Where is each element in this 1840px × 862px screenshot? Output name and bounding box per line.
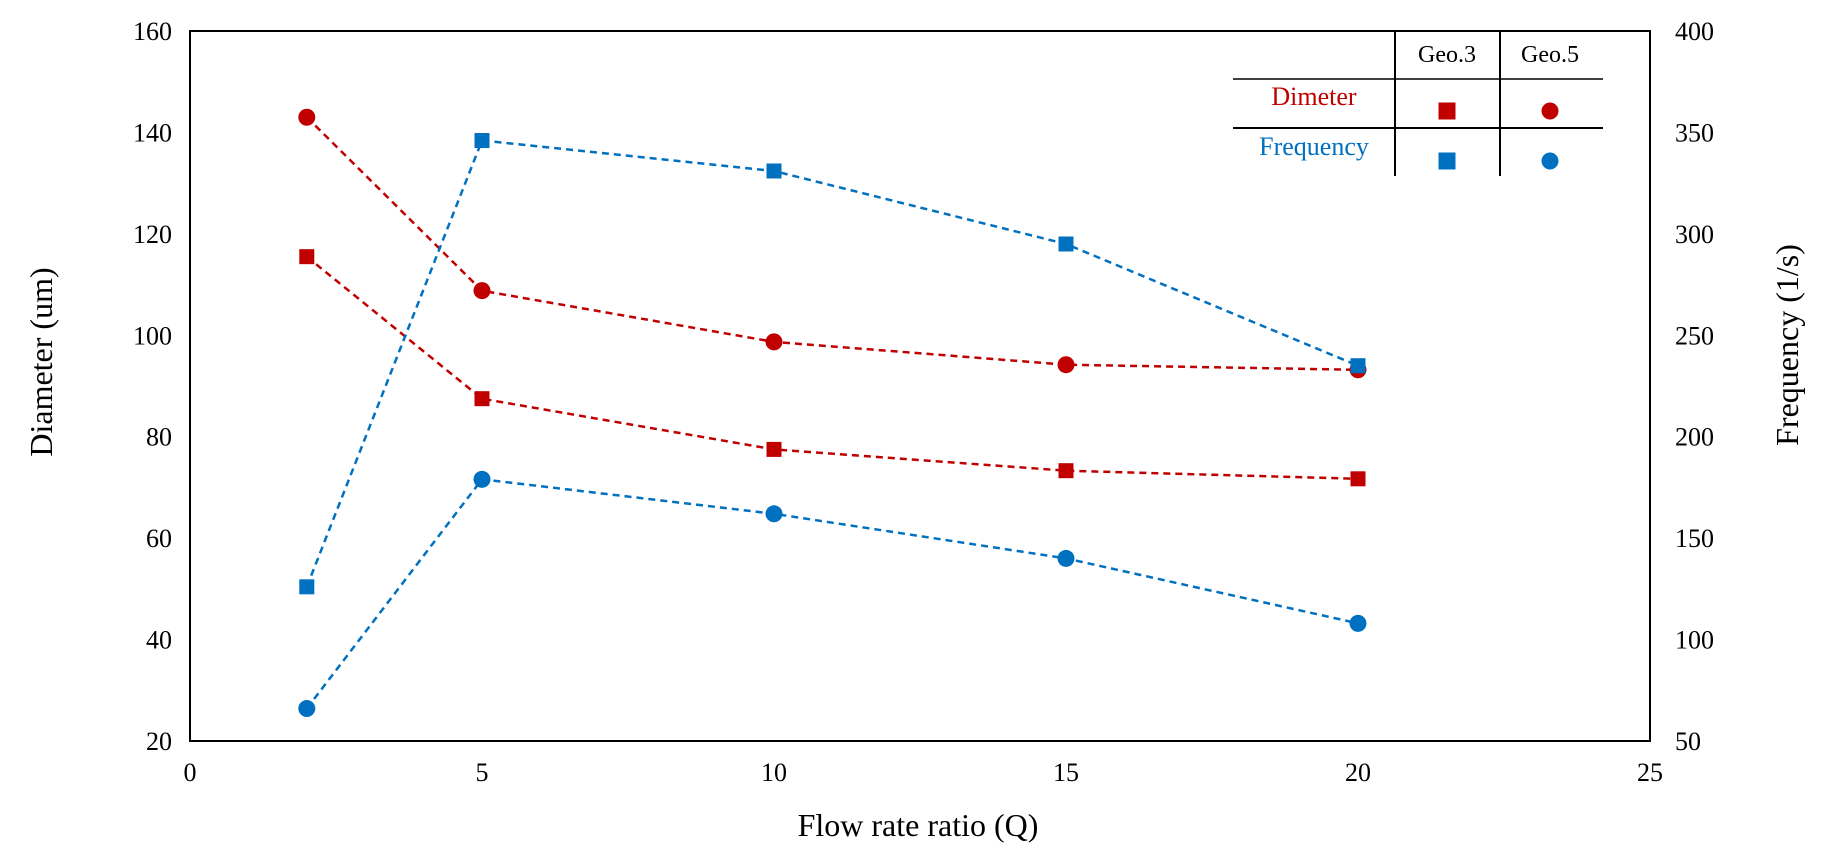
- x-tick-label: 10: [761, 758, 787, 787]
- right-y-tick-label: 200: [1675, 423, 1714, 452]
- left-y-axis-title: Diameter (um): [23, 267, 59, 456]
- right-y-tick-label: 300: [1675, 220, 1714, 249]
- data-point: [474, 133, 490, 149]
- data-point: [298, 700, 316, 718]
- x-tick-label: 15: [1053, 758, 1079, 787]
- right-y-tick-label: 250: [1675, 321, 1714, 350]
- right-y-tick-label: 50: [1675, 727, 1701, 756]
- data-point: [1057, 356, 1075, 374]
- legend-circle-marker: [1541, 102, 1559, 120]
- left-y-tick-label: 160: [133, 17, 172, 46]
- x-tick-label: 25: [1637, 758, 1663, 787]
- right-y-tick-label: 100: [1675, 626, 1714, 655]
- series-line: [305, 116, 1359, 372]
- series-frequency-geo5: [298, 470, 1367, 718]
- x-axis-title: Flow rate ratio (Q): [798, 807, 1039, 843]
- data-point: [474, 391, 490, 407]
- left-y-tick-label: 140: [133, 118, 172, 147]
- data-point: [766, 441, 782, 457]
- series-line: [305, 139, 1359, 588]
- right-y-axis-title: Frequency (1/s): [1769, 244, 1805, 446]
- legend-square-marker: [1438, 102, 1456, 120]
- data-point: [765, 333, 783, 351]
- plot-border: [189, 30, 1651, 742]
- legend-column-header: Geo.5: [1521, 42, 1579, 68]
- legend-circle-marker: [1541, 152, 1559, 170]
- left-y-tick-label: 20: [146, 727, 172, 756]
- data-point: [1350, 471, 1366, 487]
- data-series: [298, 108, 1367, 718]
- data-point: [766, 163, 782, 179]
- legend-row-label: Dimeter: [1271, 82, 1357, 111]
- data-point: [1349, 614, 1367, 632]
- data-point: [1058, 463, 1074, 479]
- legend-column-header: Geo.3: [1418, 42, 1476, 68]
- series-frequency-geo3: [299, 133, 1366, 595]
- left-y-tick-label: 100: [133, 321, 172, 350]
- data-point: [299, 249, 315, 265]
- data-point: [298, 108, 316, 126]
- data-point: [473, 470, 491, 488]
- legend-row-label: Frequency: [1259, 132, 1369, 161]
- x-tick-label: 20: [1345, 758, 1371, 787]
- data-point: [1058, 236, 1074, 252]
- left-y-tick-label: 60: [146, 524, 172, 553]
- series-line: [305, 477, 1359, 710]
- series-dimeter-geo5: [298, 108, 1367, 379]
- data-point: [473, 282, 491, 300]
- right-y-tick-label: 350: [1675, 118, 1714, 147]
- data-point: [1057, 549, 1075, 567]
- plot-area: [189, 30, 1651, 742]
- data-point: [765, 505, 783, 523]
- legend-table: Geo.3 Geo.5 Dimeter Frequency: [1233, 31, 1603, 176]
- left-y-tick-label: 40: [146, 626, 172, 655]
- x-tick-label: 0: [184, 758, 197, 787]
- series-dimeter-geo3: [299, 249, 1366, 487]
- series-line: [306, 255, 1359, 481]
- left-y-tick-label: 120: [133, 220, 172, 249]
- right-y-tick-label: 400: [1675, 17, 1714, 46]
- legend-square-marker: [1438, 152, 1456, 170]
- data-point: [1350, 358, 1366, 374]
- axis-ticks: 0 5 10 15 20 25 20 40 60 80 100 120 140 160 50 100 150 20…: [133, 17, 1714, 787]
- left-y-tick-label: 80: [146, 423, 172, 452]
- data-point: [299, 579, 315, 595]
- x-tick-label: 5: [476, 758, 489, 787]
- right-y-tick-label: 150: [1675, 524, 1714, 553]
